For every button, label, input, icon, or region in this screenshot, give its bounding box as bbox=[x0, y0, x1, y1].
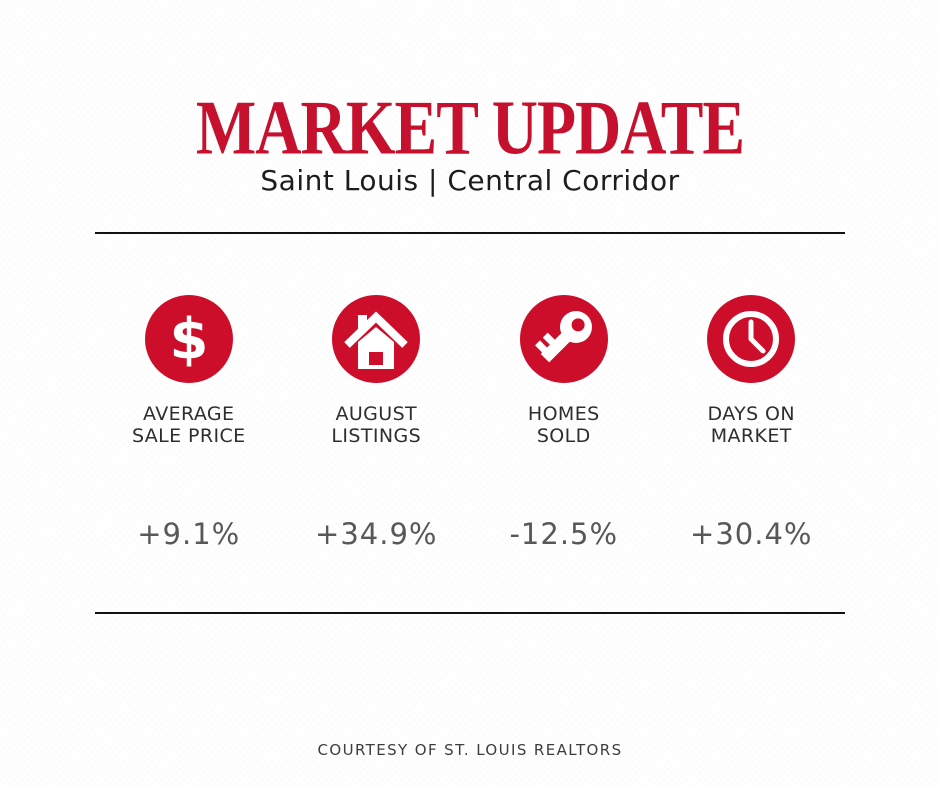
stat-label: AUGUST LISTINGS bbox=[331, 403, 422, 447]
page-title: MARKET UPDATE bbox=[195, 85, 745, 171]
stat-label: AVERAGE SALE PRICE bbox=[131, 403, 246, 447]
stat-value-days-on-market: +30.4% bbox=[690, 517, 813, 551]
top-divider bbox=[95, 232, 845, 234]
dollar-sign-icon: $ bbox=[144, 295, 233, 383]
bottom-divider bbox=[95, 612, 845, 614]
stat-days-on-market: DAYS ON MARKET bbox=[658, 295, 846, 447]
stat-value-average-sale-price: +9.1% bbox=[137, 517, 241, 551]
stat-values-row: +9.1% +34.9% -12.5% +30.4% bbox=[95, 517, 845, 551]
key-icon bbox=[519, 295, 608, 383]
stat-icons-and-labels-row: $ AVERAGE SALE PRICE AUGUST LISTINGS bbox=[95, 295, 845, 447]
clock-icon bbox=[707, 295, 796, 383]
stat-value-august-listings: +34.9% bbox=[315, 517, 438, 551]
stat-average-sale-price: $ AVERAGE SALE PRICE bbox=[95, 295, 283, 447]
stat-homes-sold: HOMES SOLD bbox=[470, 295, 658, 447]
stat-august-listings: AUGUST LISTINGS bbox=[283, 295, 471, 447]
page-subtitle: Saint Louis | Central Corridor bbox=[260, 164, 680, 197]
stat-label: DAYS ON MARKET bbox=[707, 403, 795, 447]
stat-value-homes-sold: -12.5% bbox=[509, 517, 619, 551]
house-icon bbox=[332, 295, 421, 383]
stat-label: HOMES SOLD bbox=[527, 403, 600, 447]
dollar-glyph: $ bbox=[169, 307, 208, 372]
courtesy-footer: COURTESY OF ST. LOUIS REALTORS bbox=[317, 741, 623, 759]
